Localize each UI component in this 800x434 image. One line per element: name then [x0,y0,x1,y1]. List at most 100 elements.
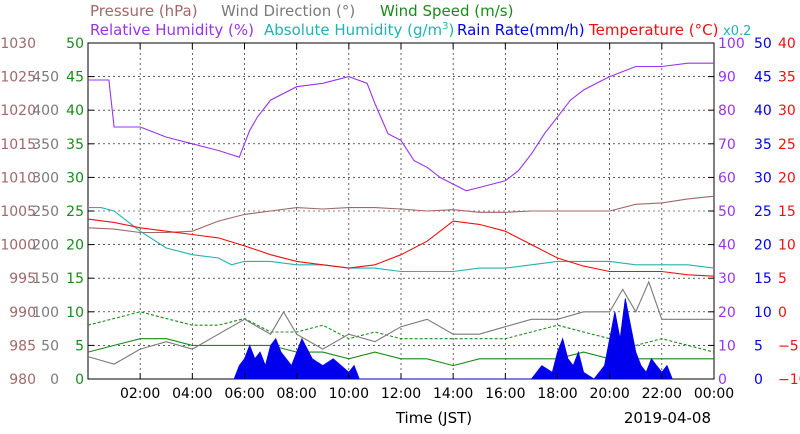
y-tick-label-humidity: 70 [718,137,736,153]
x-tick-label: 10:00 [329,386,369,402]
y-tick-label-wind-speed: 50 [66,36,84,52]
y-tick-label-wind-speed: 30 [66,170,84,186]
y-tick-label-humidity: 60 [718,170,736,186]
y-tick-label-wind-speed: 45 [66,70,84,86]
series-wind-speed-gust-m-s [87,311,715,353]
legend-wind-speed: Wind Speed (m/s) [380,2,513,20]
legend-absolute-humidity: Absolute Humidity (g/m3) [264,21,454,39]
y-tick-label-pressure: 1010 [0,170,36,186]
x-tick-label: 08:00 [276,386,316,402]
x-tick-label: 02:00 [120,386,160,402]
x-tick-label: 04:00 [172,386,212,402]
x-axis-label: Time (JST) [395,409,472,427]
series-temperature-c [87,218,715,277]
y-tick-label-humidity: 50 [718,204,736,220]
y-tick-label-rain-rate: 50 [754,36,772,52]
y-tick-label-humidity: 20 [718,305,736,321]
x-tick-label: 20:00 [589,386,629,402]
y-tick-label-pressure: 990 [9,305,36,321]
y-tick-label-pressure: 1015 [0,137,36,153]
y-tick-label-humidity: 40 [718,238,736,254]
legend-temperature: Temperature (°C) [588,21,718,39]
y-tick-label-temperature: 40 [778,36,796,52]
y-tick-label-wind-speed: 5 [75,338,84,354]
abs-humidity-scale-note: x0.2 [723,24,751,39]
x-tick-label: 12:00 [381,386,421,402]
y-tick-label-wind-direction: 400 [32,103,59,119]
y-tick-label-rain-rate: 30 [754,170,772,186]
x-tick-label: 18:00 [537,386,577,402]
y-tick-label-rain-rate: 5 [754,338,763,354]
y-tick-label-pressure: 995 [9,271,36,287]
legend-pressure: Pressure (hPa) [90,2,198,20]
legend: Pressure (hPa) Wind Direction (°) Wind S… [90,2,751,39]
y-tick-label-rain-rate: 20 [754,238,772,254]
y-tick-label-rain-rate: 0 [754,372,763,388]
y-tick-label-wind-speed: 40 [66,103,84,119]
y-tick-label-wind-direction: 300 [32,170,59,186]
x-tick-label: 00:00 [694,386,734,402]
y-tick-label-humidity: 80 [718,103,736,119]
series-absolute-humidity-g-m3 [88,207,715,273]
y-tick-label-wind-direction: 450 [32,70,59,86]
y-tick-label-wind-direction: 0 [50,372,59,388]
y-tick-label-wind-direction: 250 [32,204,59,220]
legend-absolute-humidity-sup: 3 [442,21,448,32]
y-tick-label-wind-speed: 0 [75,372,84,388]
y-tick-label-wind-speed: 20 [66,238,84,254]
x-tick-label: 16:00 [485,386,525,402]
y-tick-label-pressure: 1020 [0,103,36,119]
y-tick-label-wind-direction: 350 [32,137,59,153]
y-tick-label-pressure: 985 [9,338,36,354]
y-tick-label-pressure: 1005 [0,204,36,220]
y-tick-label-rain-rate: 10 [754,305,772,321]
y-tick-label-humidity: 100 [718,36,745,52]
y-tick-label-wind-direction: 150 [32,271,59,287]
legend-rain-rate: Rain Rate(mm/h) [457,21,585,39]
y-tick-label-temperature: 20 [778,170,796,186]
y-tick-label-temperature: 25 [778,137,796,153]
x-tick-label: 06:00 [224,386,264,402]
y-tick-label-temperature: 10 [778,238,796,254]
y-tick-label-humidity: 30 [718,271,736,287]
y-tick-label-rain-rate: 15 [754,271,772,287]
y-tick-label-humidity: 10 [718,338,736,354]
legend-relative-humidity: Relative Humidity (%) [90,21,254,39]
y-tick-label-temperature: 35 [778,70,796,86]
legend-absolute-humidity-text: Absolute Humidity (g/m [264,21,442,39]
series-layer [87,62,715,380]
y-tick-label-wind-speed: 25 [66,204,84,220]
y-tick-label-pressure: 980 [9,372,36,388]
series-rain-rate-mm-h [233,298,673,380]
series-wind-direction [87,280,714,365]
y-tick-label-humidity: 90 [718,70,736,86]
y-tick-label-rain-rate: 35 [754,137,772,153]
y-tick-label-humidity: 0 [718,372,727,388]
legend-wind-direction: Wind Direction (°) [221,2,355,20]
y-tick-label-rain-rate: 25 [754,204,772,220]
y-tick-label-pressure: 1025 [0,70,36,86]
axes-layer: 02:00 04:00 06:00 08:00 10:00 12:00 14:00 16:00… [0,36,800,402]
y-tick-label-wind-direction: 50 [41,338,59,354]
y-tick-label-pressure: 1000 [0,238,36,254]
y-tick-label-temperature: 0 [778,305,787,321]
y-tick-label-wind-speed: 15 [66,271,84,287]
y-tick-label-temperature: 15 [778,204,796,220]
x-tick-label: 14:00 [433,386,473,402]
y-tick-label-rain-rate: 45 [754,70,772,86]
y-tick-label-wind-speed: 35 [66,137,84,153]
y-tick-label-wind-direction: 200 [32,238,59,254]
series-relative-humidity [88,62,714,192]
y-tick-label-temperature: −10 [778,372,800,388]
x-tick-label: 22:00 [642,386,682,402]
y-tick-label-temperature: 30 [778,103,796,119]
y-tick-label-pressure: 1030 [0,36,36,52]
y-tick-label-wind-speed: 10 [66,305,84,321]
y-tick-label-temperature: −5 [778,338,799,354]
series-pressure-hpa [87,195,715,234]
y-tick-label-wind-direction: 100 [32,305,59,321]
y-tick-label-rain-rate: 40 [754,103,772,119]
y-tick-label-temperature: 5 [778,271,787,287]
chart-date: 2019-04-08 [624,409,711,427]
